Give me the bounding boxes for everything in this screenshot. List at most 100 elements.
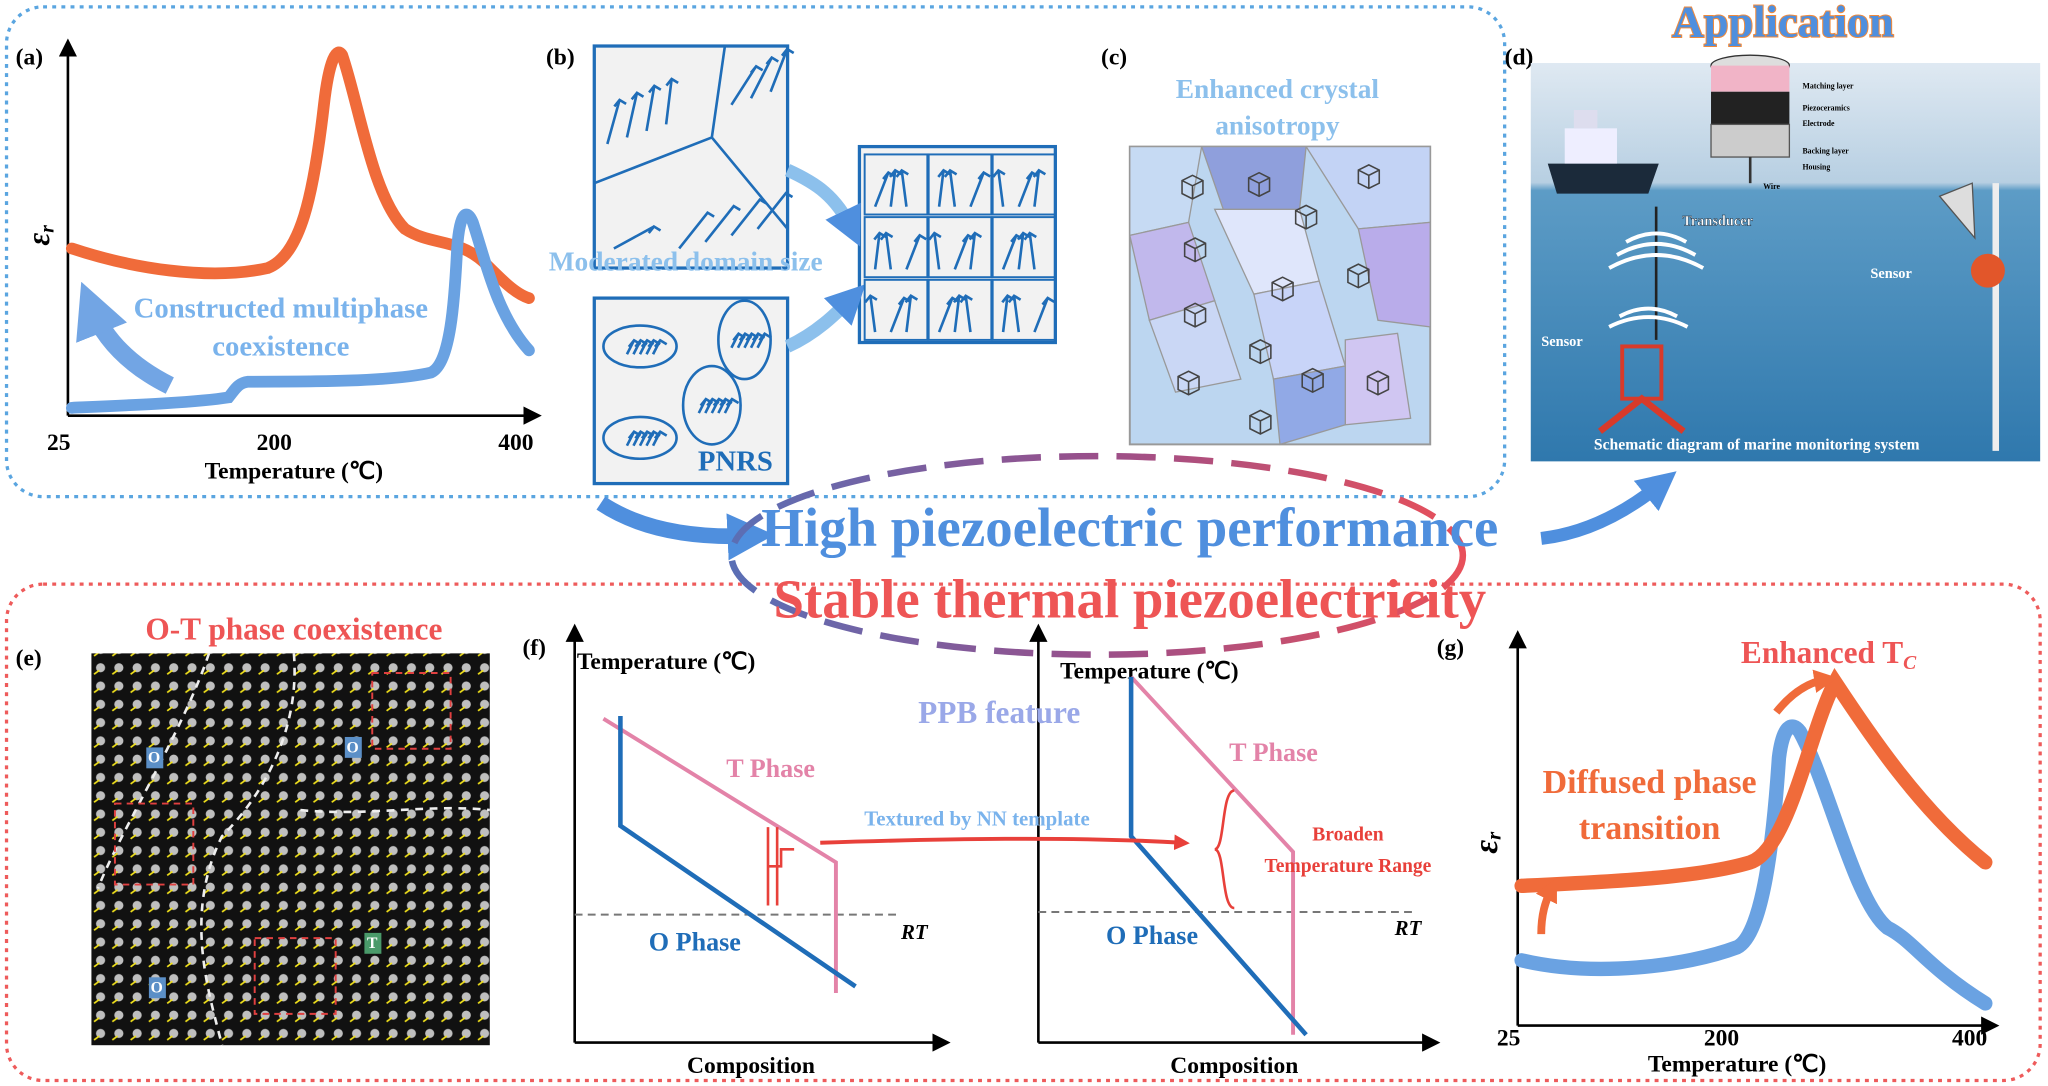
cube-icon <box>1271 276 1294 302</box>
scene-label: Sensor <box>1870 266 1912 282</box>
marker-box <box>148 977 166 999</box>
sound-waves <box>1608 231 1705 270</box>
t-phase-boundary <box>1129 675 1296 1035</box>
domain-cell <box>927 278 993 341</box>
cube-icon <box>1249 339 1272 365</box>
x-label: Temperature (℃) <box>205 459 383 485</box>
panel-label: (e) <box>16 645 42 671</box>
cube-icon <box>1294 204 1318 230</box>
buoy-panel <box>1938 182 1976 240</box>
x-tick-label: 200 <box>1704 1025 1739 1051</box>
bracket-label: Broaden <box>1312 825 1384 846</box>
annotation: transition <box>1579 810 1721 847</box>
domain-cell <box>927 153 993 216</box>
arrow <box>1773 669 1838 715</box>
domain-needle <box>606 98 627 145</box>
domain-cell <box>863 278 929 341</box>
x-label: Temperature (℃) <box>1648 1051 1826 1077</box>
domain-cell <box>991 153 1057 216</box>
phase-label: O Phase <box>649 928 741 957</box>
ship <box>1547 110 1659 194</box>
cube-icon <box>1247 171 1271 198</box>
headline: High piezoelectric performance <box>761 497 1498 558</box>
sound-waves <box>1608 306 1689 329</box>
bracket-label: Temperature Range <box>1264 856 1431 877</box>
curve-blue <box>65 208 535 414</box>
y-label-sub: r <box>1481 831 1505 840</box>
marker-box <box>344 736 362 758</box>
domain-needle <box>678 210 715 250</box>
panel-label: (b) <box>546 44 575 70</box>
ship-bridge <box>1573 110 1598 129</box>
pnr <box>681 364 742 446</box>
arrow <box>784 284 866 353</box>
range-bracket <box>766 827 795 906</box>
domain-cell <box>863 216 929 279</box>
bottom-frame <box>4 582 2042 1083</box>
layer-label: Wire <box>1763 182 1780 191</box>
x-tick-label: 400 <box>498 430 533 456</box>
title-main: Enhanced T <box>1741 635 1903 670</box>
scene-label: Sensor <box>1541 334 1583 350</box>
region-box <box>371 671 452 750</box>
domain-needle <box>968 231 983 270</box>
layer-label: Matching layer <box>1802 81 1854 90</box>
domain-square <box>592 44 790 270</box>
domain-wall <box>593 45 789 230</box>
arrow <box>1535 877 1557 935</box>
panel-title: O-T phase coexistence <box>145 612 442 647</box>
annotation: coexistence <box>212 331 349 363</box>
panel-label: (f) <box>522 635 545 661</box>
domain-needle <box>651 338 668 355</box>
caption: Enhanced crystal <box>1176 74 1380 104</box>
domain-needle <box>864 294 878 333</box>
caption: Moderated domain size <box>549 246 823 276</box>
caption: anisotropy <box>1215 111 1340 141</box>
y-label-main: ε <box>21 233 56 246</box>
cage-legs <box>1597 394 1686 434</box>
domain-needle <box>928 231 942 270</box>
domain-needle <box>756 332 772 349</box>
rt-label: RT <box>1394 916 1423 940</box>
layer <box>1711 65 1790 92</box>
marker: T <box>367 935 378 952</box>
pnr <box>602 324 678 369</box>
phase-label: T Phase <box>726 754 815 783</box>
domain-needle <box>1023 231 1037 270</box>
o-phase-boundary <box>618 716 857 989</box>
application-title: Application <box>1672 0 1894 47</box>
title-sub: C <box>1903 652 1917 673</box>
layer <box>1711 91 1790 125</box>
layer-label: Piezoceramics <box>1802 104 1849 113</box>
layer-label: Electrode <box>1802 119 1835 128</box>
domain-needle <box>969 170 991 208</box>
cube-icon <box>1183 237 1207 263</box>
x-tick-label: 25 <box>47 430 71 456</box>
domain-needle <box>613 224 662 250</box>
marker: O <box>347 739 359 756</box>
y-label: Temperature (℃) <box>1060 658 1238 684</box>
domain-needle <box>625 91 645 138</box>
domain-cell <box>991 278 1057 341</box>
domain-needle <box>904 294 919 333</box>
ship-hull <box>1547 163 1659 194</box>
domain-needle <box>730 64 764 106</box>
cube-icon <box>1183 302 1207 328</box>
panel-label: (a) <box>16 44 43 70</box>
sensor-cage <box>1597 344 1686 434</box>
grain <box>1148 299 1242 393</box>
curve-orange <box>1514 667 1993 894</box>
y-label-main: ε <box>1468 840 1505 854</box>
annotation: Constructed multiphase <box>134 293 428 325</box>
y-label-sub: r <box>37 225 58 233</box>
scene-caption: Schematic diagram of marine monitoring s… <box>1594 436 1920 453</box>
domain-cell <box>927 216 993 279</box>
annotation: Diffused phase <box>1543 764 1757 801</box>
curve-blue <box>1514 719 1993 1011</box>
marker: O <box>148 750 160 767</box>
layer-label: Housing <box>1802 162 1830 171</box>
headline: Stable thermal piezoelectricity <box>773 569 1486 630</box>
domain-needle <box>664 77 679 125</box>
cube-icon <box>1366 370 1390 396</box>
